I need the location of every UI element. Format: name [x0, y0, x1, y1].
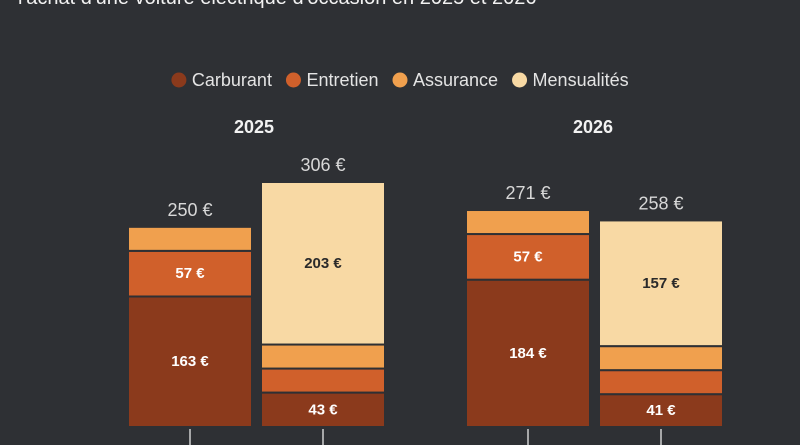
data-label: 41 € [646, 402, 676, 419]
bar-segment-entretien [465, 233, 591, 281]
chart-legend: Carburant Entretien Assurance Mensualités [171, 70, 629, 90]
data-label: 43 € [308, 401, 338, 418]
legend-label: Carburant [192, 70, 272, 90]
bar-segment-entretien [260, 367, 386, 394]
legend-item-entretien: Entretien [285, 70, 379, 90]
legend-swatch [512, 72, 528, 88]
bar-segment-assurance [260, 343, 386, 370]
stacked-bar: 163 € 57 € 250 € [127, 200, 253, 445]
data-label: 203 € [304, 255, 342, 272]
data-label: 57 € [175, 265, 205, 282]
total-label: 250 € [167, 200, 212, 220]
legend-item-mensualités: Mensualités [512, 70, 629, 90]
group-title: 2026 [573, 117, 613, 137]
legend-label: Assurance [413, 70, 498, 90]
bar-segment-assurance [598, 345, 724, 372]
plot-area: 2025 163 € 57 € 250 € 43 € 203 € 306 € 2026 184 … [127, 117, 724, 445]
bar-segment-carburant [127, 295, 253, 428]
group-2026: 2026 184 € 57 € 271 € 41 € 157 € 258 € [465, 117, 724, 445]
total-label: 306 € [300, 155, 345, 175]
legend-swatch [285, 72, 301, 88]
legend-item-assurance: Assurance [392, 70, 498, 90]
stacked-bar: 43 € 203 € 306 € [260, 155, 386, 445]
legend-item-carburant: Carburant [171, 70, 272, 90]
group-title: 2025 [234, 117, 274, 137]
legend-swatch [171, 72, 187, 88]
bar-segment-entretien [598, 369, 724, 396]
data-label: 184 € [509, 345, 547, 362]
legend-label: Mensualités [533, 70, 629, 90]
bar-segment-mensualités [598, 219, 724, 348]
data-label: 163 € [171, 353, 209, 370]
stacked-bar: 41 € 157 € 258 € [598, 193, 724, 445]
total-label: 258 € [638, 193, 683, 213]
bar-segment-assurance [127, 225, 253, 252]
total-label: 271 € [505, 183, 550, 203]
bar-segment-mensualités [260, 181, 386, 346]
legend-label: Entretien [306, 70, 378, 90]
group-2025: 2025 163 € 57 € 250 € 43 € 203 € 306 € [127, 117, 386, 445]
bar-segment-carburant [465, 278, 591, 429]
bar-segment-carburant [598, 393, 724, 429]
bar-segment-assurance [465, 209, 591, 236]
legend-swatch [392, 72, 408, 88]
data-label: 57 € [513, 248, 543, 265]
stacked-bar: 184 € 57 € 271 € [465, 183, 591, 445]
data-label: 157 € [642, 275, 680, 292]
chart-title: l'achat d'une voiture électrique d'occas… [18, 0, 537, 10]
